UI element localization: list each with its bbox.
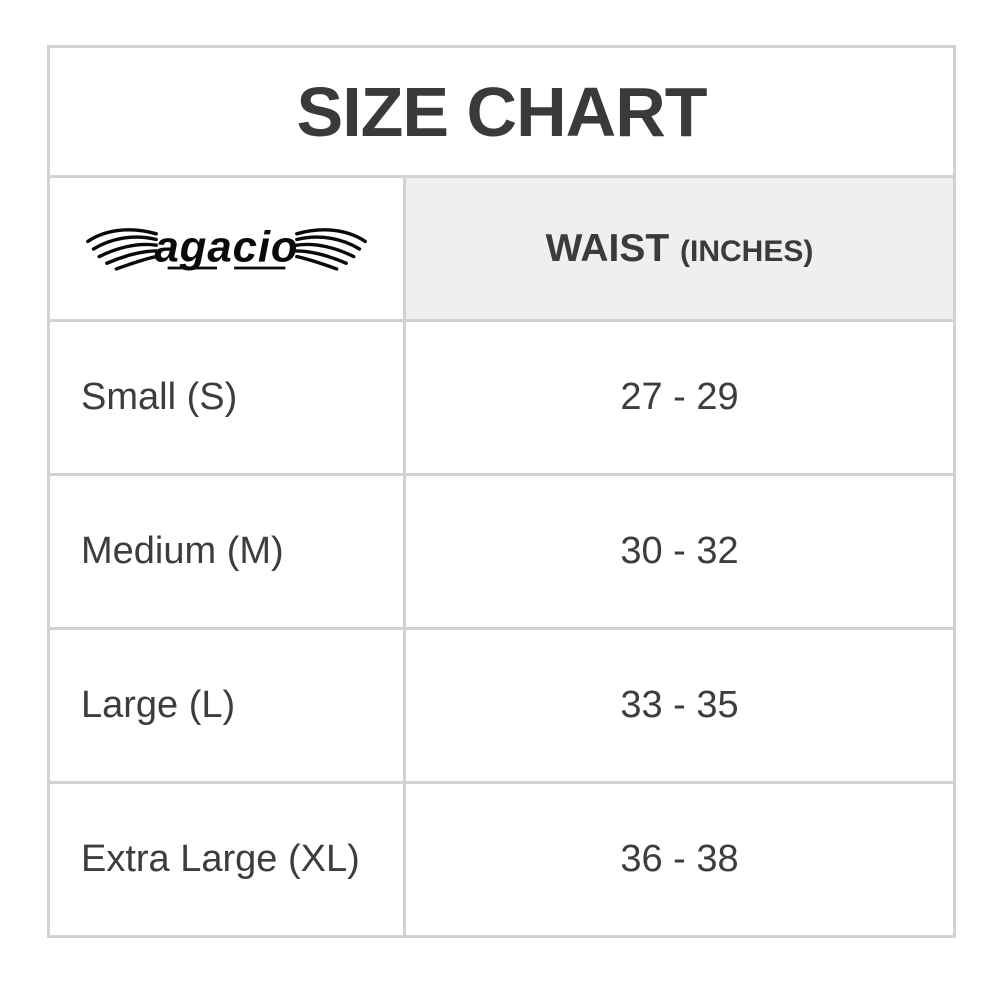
- size-label: Medium (M): [47, 473, 406, 630]
- title-row: SIZE CHART: [47, 45, 956, 178]
- table-row: Large (L) 33 - 35: [47, 627, 956, 784]
- waist-column-header: WAIST (INCHES): [403, 175, 956, 322]
- brand-logo: agacio: [86, 222, 367, 271]
- waist-value: 33 - 35: [403, 627, 956, 784]
- waist-value: 27 - 29: [403, 319, 956, 476]
- size-label: Large (L): [47, 627, 406, 784]
- size-label: Extra Large (XL): [47, 781, 406, 938]
- table-row: Extra Large (XL) 36 - 38: [47, 781, 956, 938]
- waist-header-label: WAIST: [545, 226, 670, 270]
- waist-value: 30 - 32: [403, 473, 956, 630]
- size-chart-table: SIZE CHART: [47, 45, 956, 938]
- brand-cell: agacio: [47, 175, 406, 322]
- table-row: Medium (M) 30 - 32: [47, 473, 956, 630]
- right-wing-icon: [295, 227, 367, 271]
- header-row: agacio WAIST (INCHES): [47, 175, 956, 322]
- waist-value: 36 - 38: [403, 781, 956, 938]
- page-title: SIZE CHART: [47, 45, 956, 178]
- size-label: Small (S): [47, 319, 406, 476]
- table-row: Small (S) 27 - 29: [47, 319, 956, 476]
- left-wing-icon: [86, 227, 158, 271]
- waist-header-unit: (INCHES): [680, 234, 814, 268]
- brand-logo-text: agacio: [154, 224, 298, 271]
